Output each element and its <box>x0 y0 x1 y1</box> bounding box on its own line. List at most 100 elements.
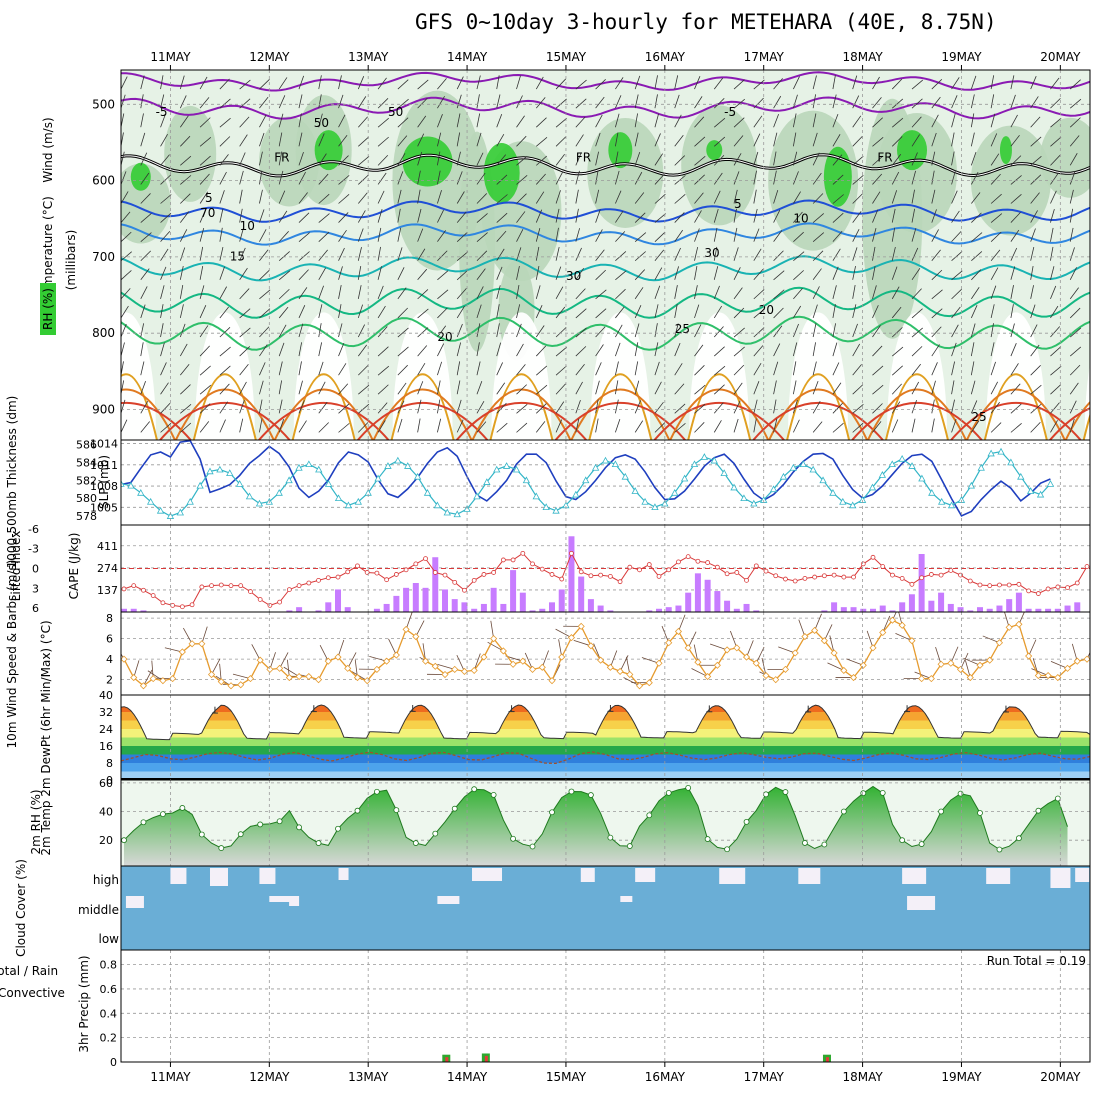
warm-isotherm <box>867 388 967 440</box>
thickness-point <box>206 467 214 475</box>
wind-barb <box>536 365 548 376</box>
wind-barb <box>219 154 229 166</box>
wind-barb <box>931 269 943 281</box>
wind-barb <box>615 77 624 90</box>
wind-barb <box>595 289 607 300</box>
wind-barb <box>338 383 349 395</box>
li-point <box>1065 585 1070 591</box>
wind-barb <box>634 305 642 319</box>
wind-speed-point <box>733 644 741 652</box>
cloud-gap-high <box>170 868 187 884</box>
wind-barb <box>852 175 864 185</box>
wind-barb <box>140 152 148 166</box>
wind-barb <box>140 400 149 414</box>
wind-barb <box>891 227 896 242</box>
wind-speed-point <box>597 656 605 664</box>
cape-bar <box>344 607 351 612</box>
warm-isotherm <box>121 373 158 440</box>
wind-barb <box>496 285 501 299</box>
wind-barb <box>199 403 211 414</box>
wind-barb <box>179 229 188 242</box>
freezing-level-inner <box>121 154 1090 177</box>
wind-speed-point <box>314 676 323 684</box>
thickness-point <box>839 497 847 505</box>
wind-barb <box>1069 307 1081 319</box>
cape-bar <box>140 610 147 612</box>
wind-barb <box>694 384 706 395</box>
wind-barb <box>990 381 999 395</box>
wind-barb <box>496 304 500 319</box>
cloud-gap-high <box>902 868 927 884</box>
wind-barb <box>891 306 902 319</box>
wind-barb <box>674 134 684 147</box>
wind-barb <box>694 285 698 299</box>
panel-frame <box>120 439 1091 526</box>
wind-barb <box>615 418 621 433</box>
wind-barb <box>535 265 540 280</box>
wind-barb <box>259 344 268 357</box>
wind-barb <box>931 249 941 261</box>
rh-point <box>315 840 322 846</box>
precip-tick-label: 0.2 <box>100 1032 118 1045</box>
wind-barb <box>555 154 565 166</box>
wind-speed-point <box>451 665 459 673</box>
wind-barb <box>1050 346 1062 357</box>
cape-tick-label: 137 <box>97 584 118 597</box>
wind-barb <box>753 268 764 281</box>
wind-barb <box>990 422 1002 433</box>
cape-bar <box>480 603 487 612</box>
wind-barb <box>278 306 289 319</box>
cape-bar <box>879 605 886 612</box>
wind-barb <box>121 231 132 242</box>
wind-barb <box>1050 98 1061 109</box>
wind-barb <box>852 304 857 319</box>
wind-barb <box>990 153 1000 166</box>
thickness-point <box>453 510 461 518</box>
wind-barb <box>298 75 305 90</box>
li-point <box>345 569 351 575</box>
isotherm-label: 10 <box>240 219 255 233</box>
thickness-point <box>245 492 254 500</box>
wind-speed-point <box>869 644 877 652</box>
dry-lobe <box>491 312 552 440</box>
wind-barb <box>1050 402 1060 414</box>
isotherm-label: 25 <box>675 322 690 336</box>
wind-barb <box>1010 135 1020 147</box>
wind-barb <box>456 419 464 433</box>
wind-barb <box>219 78 230 90</box>
li-point <box>821 573 827 579</box>
wind-speed-point <box>849 674 858 682</box>
wind-barb <box>654 285 661 300</box>
li-point <box>569 550 574 556</box>
li-point <box>471 577 477 583</box>
wind-barb-10m <box>935 647 942 665</box>
wind-barb <box>535 246 540 261</box>
wind-barb <box>733 208 737 223</box>
wind-barb <box>417 289 429 300</box>
date-label-top: 19MAY <box>941 50 982 64</box>
wind-speed-point <box>421 657 430 665</box>
slp-tick-label: 1011 <box>90 459 118 472</box>
cape-bar <box>587 599 594 612</box>
wind-barb <box>852 193 863 204</box>
wind-barb <box>338 342 345 357</box>
rh-point <box>588 792 594 798</box>
wind-barb <box>219 190 225 204</box>
wind-barb <box>318 113 323 128</box>
wind-barb <box>535 345 547 357</box>
wind-barb <box>318 267 327 280</box>
cape-bar <box>821 610 828 612</box>
cape-bar <box>714 591 721 612</box>
pressure-tick-label: 800 <box>92 326 115 340</box>
wind-barb <box>278 324 287 338</box>
wind-barb <box>1050 227 1054 242</box>
wind-barb <box>199 136 212 147</box>
cape-bar <box>967 610 974 612</box>
wind-barb <box>278 113 284 128</box>
wind-barb <box>970 305 978 319</box>
wind-barb-10m <box>814 613 822 631</box>
wind-barb <box>872 285 877 299</box>
wind-barb <box>931 362 938 376</box>
thickness-point <box>433 501 442 509</box>
wind-barb <box>1069 382 1079 395</box>
